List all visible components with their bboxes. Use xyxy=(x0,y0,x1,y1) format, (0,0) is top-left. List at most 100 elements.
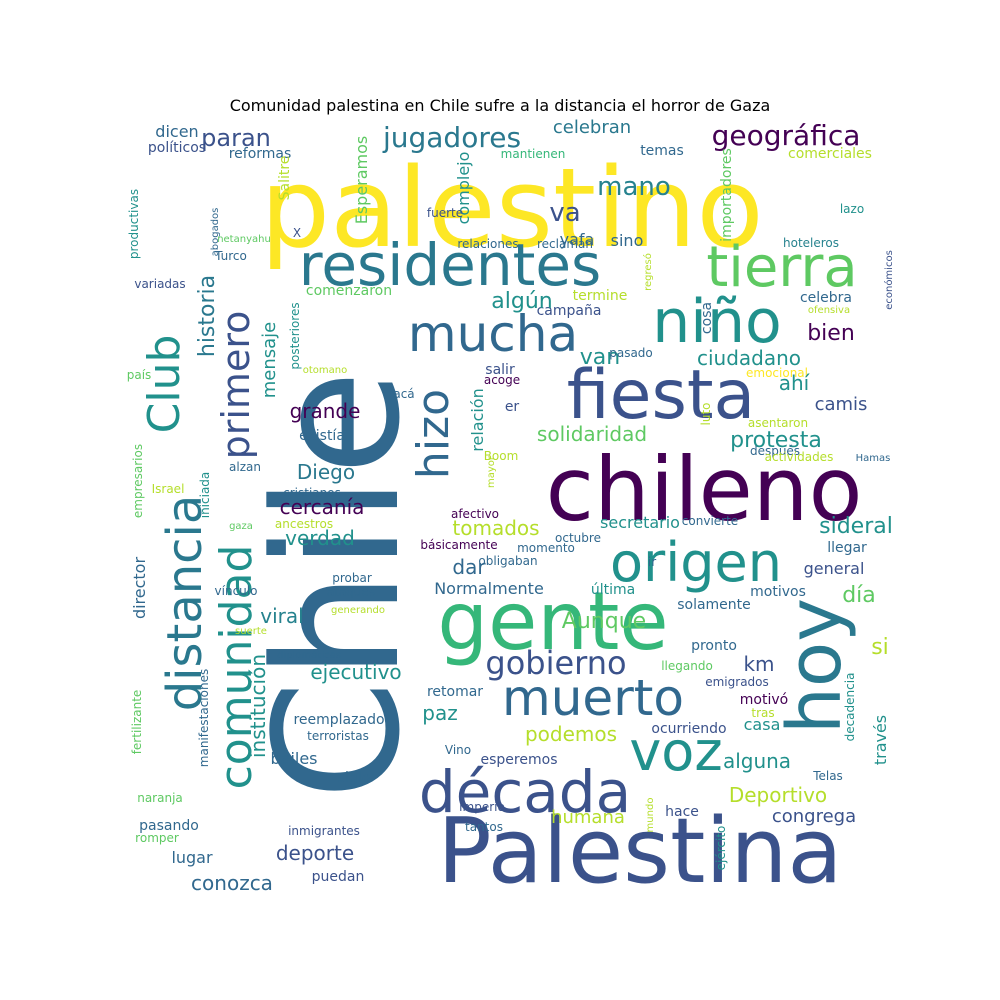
cloud-word: vínculo xyxy=(214,584,258,598)
cloud-word: día xyxy=(842,583,876,608)
cloud-word: Turco xyxy=(215,249,247,263)
cloud-word: Hamas xyxy=(855,453,891,464)
cloud-word: secretario xyxy=(600,513,680,532)
cloud-word: ejecutivo xyxy=(310,660,402,684)
cloud-word: grande xyxy=(289,399,361,423)
cloud-word: reformas xyxy=(228,146,292,162)
cloud-word: mantienen xyxy=(500,147,566,161)
cloud-word: empresarios xyxy=(131,443,145,519)
cloud-word: inmigrantes xyxy=(288,824,360,838)
cloud-word: Aunque xyxy=(561,609,647,634)
cloud-word: gobierno xyxy=(485,644,627,682)
cloud-word: llegando xyxy=(661,659,713,673)
cloud-word: gente xyxy=(437,575,669,668)
cloud-word: ataques xyxy=(326,585,376,599)
cloud-word: tomados xyxy=(452,516,540,540)
cloud-word: cercanía xyxy=(279,495,365,519)
cloud-word: económicos xyxy=(884,250,895,310)
cloud-word: paran xyxy=(201,124,271,152)
cloud-word: ejército xyxy=(714,825,728,871)
cloud-word: productivas xyxy=(127,188,141,260)
cloud-word: retomar xyxy=(426,684,484,700)
cloud-word: naranja xyxy=(137,791,183,805)
cloud-word: pronto xyxy=(691,638,737,654)
cloud-word: ir xyxy=(647,555,657,569)
cloud-word: tantos xyxy=(465,820,503,834)
cloud-word: llegar xyxy=(827,540,867,556)
cloud-word: hoy xyxy=(772,598,858,734)
cloud-word: posteriores xyxy=(288,302,302,370)
cloud-word: reclaman xyxy=(537,237,593,251)
cloud-word: geográfica xyxy=(711,119,861,152)
cloud-word: fiesta xyxy=(566,356,756,435)
cloud-word: mano xyxy=(597,172,671,202)
cloud-word: dar xyxy=(452,555,486,579)
cloud-word: acá xyxy=(393,387,415,401)
cloud-word: si xyxy=(871,635,889,660)
cloud-word: sideral xyxy=(819,514,893,539)
cloud-word: verdad xyxy=(285,526,355,550)
cloud-word: Palestina xyxy=(437,799,843,904)
cloud-word: acoge xyxy=(483,373,521,387)
cloud-word: gaza xyxy=(229,521,253,532)
chart-title: Comunidad palestina en Chile sufre a la … xyxy=(229,96,771,115)
cloud-word: obligaban xyxy=(478,554,538,568)
cloud-word: niño xyxy=(652,287,782,357)
cloud-word: paz xyxy=(422,701,458,725)
cloud-word: viral xyxy=(260,604,304,628)
cloud-word: siglo xyxy=(337,770,371,786)
cloud-word: netanyahu xyxy=(217,234,271,245)
cloud-word: cristianos xyxy=(283,486,341,500)
cloud-word: tierra xyxy=(706,235,858,300)
cloud-word: salir xyxy=(485,362,515,378)
cloud-word: palestino xyxy=(260,144,764,272)
cloud-word: comerciales xyxy=(788,146,872,162)
cloud-word: diplomáticas xyxy=(277,650,341,661)
cloud-word: er xyxy=(504,399,520,415)
cloud-word: iniciada xyxy=(198,471,212,519)
cloud-word: Boom xyxy=(483,449,519,463)
cloud-word: fuerte xyxy=(426,206,464,220)
cloud-word: ocurriendo xyxy=(651,721,727,737)
cloud-word: mayor xyxy=(486,455,497,489)
cloud-word: km xyxy=(743,652,775,676)
cloud-word: primero xyxy=(214,310,258,460)
cloud-word: algún xyxy=(491,289,553,314)
cloud-word: emocional xyxy=(746,366,808,380)
cloud-word: luto xyxy=(699,402,713,426)
cloud-word: Telas xyxy=(813,769,843,783)
cloud-word: residentes xyxy=(298,231,602,299)
cloud-word: origen xyxy=(610,531,782,594)
cloud-word: solamente xyxy=(677,597,751,613)
cloud-word: congrega xyxy=(771,806,857,827)
cloud-word: decadencia xyxy=(843,672,857,742)
cloud-word: bien xyxy=(807,321,855,346)
cloud-word: van xyxy=(579,345,621,370)
cloud-word: ofensiva xyxy=(807,305,851,316)
cloud-word: través xyxy=(871,714,890,766)
cloud-word: Vino xyxy=(444,743,472,757)
cloud-word: va xyxy=(549,198,581,228)
cloud-word: imperio xyxy=(459,800,505,814)
cloud-word: terroristas xyxy=(307,729,369,743)
cloud-word: jugadores xyxy=(382,121,522,154)
cloud-word: bailes xyxy=(270,749,318,768)
cloud-word: dicen xyxy=(155,122,199,141)
cloud-word: Deportivo xyxy=(728,783,828,807)
cloud-word: Club xyxy=(139,334,190,434)
cloud-word: director xyxy=(130,556,149,620)
cloud-word: podemos xyxy=(524,722,618,746)
cloud-word: Esperamos xyxy=(352,135,371,225)
cloud-word: comenzaron xyxy=(305,283,393,299)
cloud-word: emigrados xyxy=(705,675,769,689)
cloud-word: romper xyxy=(135,831,179,845)
cloud-word: Israel xyxy=(151,482,185,496)
cloud-word: conozca xyxy=(191,871,273,895)
cloud-word: voz xyxy=(629,720,723,783)
cloud-word: lugar xyxy=(171,848,213,867)
cloud-word: suerte xyxy=(235,626,267,637)
cloud-word: humana xyxy=(551,807,625,828)
cloud-word: década xyxy=(418,758,632,826)
cloud-word: alguna xyxy=(722,749,792,773)
